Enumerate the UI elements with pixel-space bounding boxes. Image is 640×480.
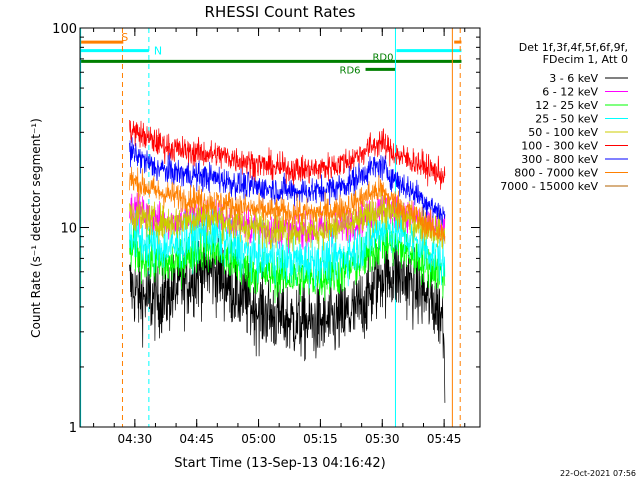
legend-label: 25 - 50 keV (535, 113, 598, 126)
legend-header-line-2: FDecim 1, Att 0 (543, 53, 628, 66)
footer-timestamp: 22-Oct-2021 07:56 (560, 469, 636, 478)
series-line-4 (129, 186, 446, 252)
y-tick-label: 10 (60, 222, 77, 237)
x-tick-label: 04:45 (179, 432, 214, 446)
legend-label: 800 - 7000 keV (514, 167, 598, 180)
y-axis-label: Count Rate (s⁻¹ detector segment⁻¹) (29, 118, 43, 338)
series-layer (129, 119, 446, 403)
legend-label: 3 - 6 keV (549, 72, 598, 85)
night-n-label: N (154, 45, 162, 58)
series-line-6 (129, 137, 446, 226)
legend-label: 12 - 25 keV (535, 99, 598, 112)
annotation-layer: S N RD0 RD6 (80, 28, 462, 427)
y-tick-label: 100 (52, 22, 77, 37)
x-tick-label: 05:00 (241, 432, 276, 446)
legend-label: 7000 - 15000 keV (500, 180, 598, 193)
chart-title: RHESSI Count Rates (205, 3, 356, 21)
series-line-0 (129, 223, 446, 403)
x-tick-label: 05:30 (365, 432, 400, 446)
attenuator-s-label: S (121, 31, 128, 44)
x-tick-label: 05:45 (427, 432, 462, 446)
axis-layer: 04:30 04:45 05:00 05:15 05:30 05:45 1 10 100 (52, 22, 480, 446)
legend-label: 50 - 100 keV (528, 126, 598, 139)
legend-label: 6 - 12 keV (542, 86, 598, 99)
series-line-7 (129, 166, 446, 243)
series-line-5 (129, 119, 446, 190)
rd6-label: RD6 (340, 65, 361, 76)
x-tick-label: 04:30 (118, 432, 153, 446)
legend-label: 100 - 300 keV (521, 140, 598, 153)
legend-label: 300 - 800 keV (521, 153, 598, 166)
legend: Det 1f,3f,4f,5f,6f,9f, FDecim 1, Att 0 3… (500, 41, 628, 193)
x-tick-label: 05:15 (303, 432, 338, 446)
x-axis-label: Start Time (13-Sep-13 04:16:42) (174, 456, 385, 471)
rd0-label: RD0 (372, 52, 393, 63)
y-tick-label: 1 (69, 421, 77, 436)
legend-header-line-1: Det 1f,3f,4f,5f,6f,9f, (519, 41, 628, 54)
